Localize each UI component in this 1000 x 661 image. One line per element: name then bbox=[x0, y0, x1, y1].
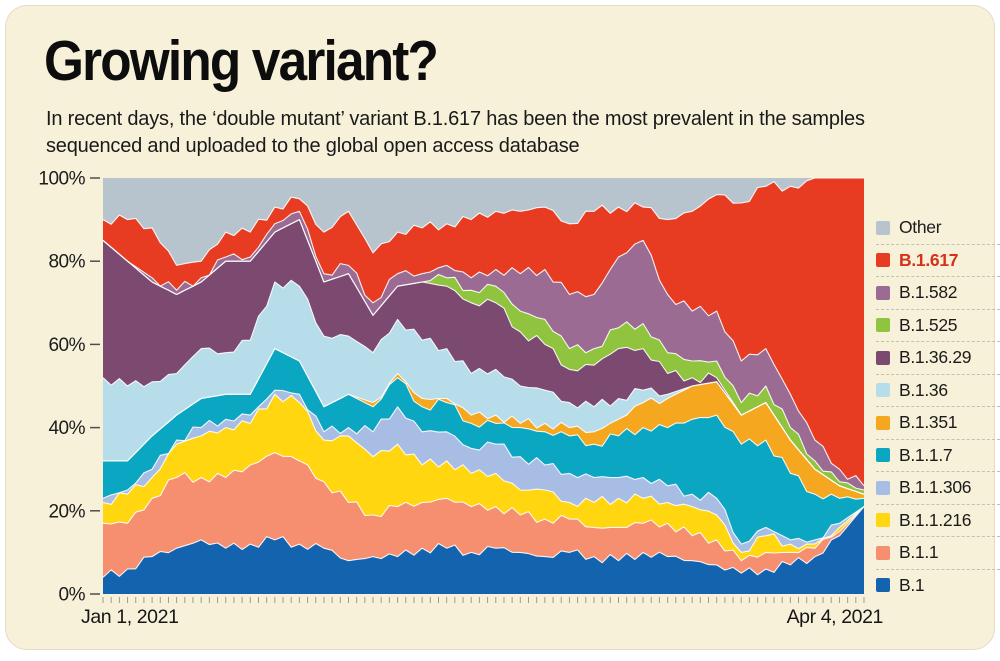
chart-legend: Other B.1.617 B.1.582 B.1.525 B.1.36.29 B.1.3… bbox=[876, 212, 1000, 601]
legend-label: B.1 bbox=[899, 574, 925, 595]
band-boundary bbox=[102, 210, 865, 487]
legend-label: B.1.525 bbox=[899, 314, 958, 335]
legend-item-B.1.1.306: B.1.1.306 bbox=[876, 472, 1000, 505]
legend-item-Other: Other bbox=[876, 212, 1000, 245]
area-B.1.617 bbox=[103, 178, 864, 486]
legend-swatch-icon bbox=[876, 253, 890, 268]
legend-swatch-icon bbox=[876, 285, 890, 300]
x-axis-label-end: Apr 4, 2021 bbox=[787, 606, 883, 628]
legend-item-B.1.36: B.1.36 bbox=[876, 375, 1000, 407]
y-axis-label: 20% bbox=[48, 501, 85, 522]
legend-swatch-icon bbox=[876, 350, 890, 365]
y-axis-label: 100% bbox=[38, 169, 85, 190]
chart-subtitle: In recent days, the ‘double mutant’ vari… bbox=[46, 106, 966, 159]
legend-swatch-icon bbox=[876, 545, 890, 560]
band-boundary bbox=[102, 393, 865, 553]
legend-swatch-icon bbox=[876, 513, 890, 528]
legend-item-B.1.351: B.1.351 bbox=[876, 407, 1000, 440]
x-axis-label-start: Jan 1, 2021 bbox=[81, 606, 179, 628]
legend-swatch-icon bbox=[876, 480, 890, 495]
legend-swatch-icon bbox=[876, 318, 890, 333]
y-axis-label: 40% bbox=[48, 418, 85, 439]
legend-swatch-icon bbox=[876, 578, 890, 593]
area-B.1.1.7 bbox=[103, 348, 864, 545]
legend-swatch-icon bbox=[876, 415, 890, 430]
legend-label: B.1.582 bbox=[899, 282, 958, 303]
area-B.1.582 bbox=[103, 211, 864, 491]
page-title: Growing variant? bbox=[44, 29, 439, 93]
legend-swatch-icon bbox=[876, 448, 890, 463]
area-B.1 bbox=[103, 506, 864, 594]
infographic-card: Growing variant? In recent days, the ‘do… bbox=[5, 5, 1000, 650]
area-Other bbox=[103, 178, 864, 266]
legend-label: B.1.1 bbox=[899, 542, 939, 563]
legend-label: B.1.1.306 bbox=[899, 477, 972, 498]
band-boundary bbox=[102, 177, 864, 266]
y-axis-label: 0% bbox=[59, 585, 86, 606]
legend-label: B.1.1.7 bbox=[899, 444, 953, 465]
band-boundary bbox=[102, 506, 865, 578]
y-axis-label: 60% bbox=[48, 335, 85, 356]
legend-item-B.1: B.1 bbox=[876, 570, 1000, 602]
band-boundary bbox=[102, 219, 865, 491]
band-boundary bbox=[102, 452, 865, 562]
legend-label: B.1.617 bbox=[899, 249, 959, 270]
y-axis-label: 80% bbox=[48, 252, 85, 273]
legend-item-B.1.1.7: B.1.1.7 bbox=[876, 440, 1000, 472]
legend-item-B.1.525: B.1.525 bbox=[876, 310, 1000, 342]
legend-label: B.1.351 bbox=[899, 412, 958, 433]
legend-label: B.1.36 bbox=[899, 379, 948, 400]
stacked-area-chart: 0% 20% 40% 60% 80% 100% Jan 1, 2021 Apr 4, 2021 bbox=[38, 169, 883, 629]
legend-swatch-icon bbox=[876, 383, 890, 398]
legend-label: B.1.36.29 bbox=[899, 347, 972, 368]
legend-item-B.1.36.29: B.1.36.29 bbox=[876, 342, 1000, 375]
legend-item-B.1.617: B.1.617 bbox=[876, 245, 1000, 277]
area-B.1.1.216 bbox=[103, 394, 864, 561]
legend-item-B.1.1: B.1.1 bbox=[876, 537, 1000, 570]
subtitle-line-2: sequenced and uploaded to the global ope… bbox=[46, 134, 580, 157]
subtitle-line-1: In recent days, the ‘double mutant’ vari… bbox=[46, 108, 865, 130]
area-B.1.36.29 bbox=[103, 219, 864, 495]
area-B.1.36 bbox=[103, 280, 864, 495]
band-boundary bbox=[102, 389, 865, 545]
legend-swatch-icon bbox=[876, 220, 890, 235]
legend-label: B.1.1.216 bbox=[899, 509, 972, 530]
legend-item-B.1.1.216: B.1.1.216 bbox=[876, 505, 1000, 537]
legend-item-B.1.582: B.1.582 bbox=[876, 277, 1000, 310]
legend-label: Other bbox=[899, 217, 942, 238]
area-B.1.1.306 bbox=[103, 390, 864, 553]
